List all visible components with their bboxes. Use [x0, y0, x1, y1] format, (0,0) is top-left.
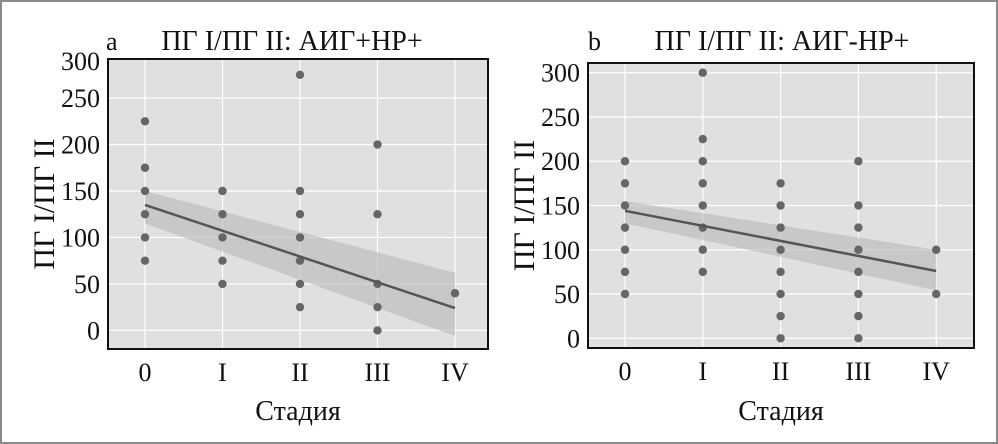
x-tick-label: III: [845, 357, 871, 386]
panel-letter: a: [106, 27, 118, 56]
data-point: [295, 70, 305, 80]
data-point: [295, 186, 305, 196]
data-point: [218, 279, 227, 289]
data-point: [373, 302, 382, 312]
data-point: [932, 289, 941, 299]
data-point: [140, 256, 150, 265]
y-tick-label: 0: [567, 324, 580, 353]
y-tick-label: 250: [541, 103, 580, 132]
chart-title: ПГ I/ПГ II: АИГ-НР+: [655, 26, 910, 57]
data-point: [140, 163, 150, 172]
data-point: [373, 210, 382, 219]
regression-line: [144, 203, 456, 310]
data-point: [140, 186, 150, 196]
data-point: [854, 223, 863, 232]
data-point: [854, 267, 863, 277]
x-tick-label: II: [291, 358, 308, 387]
plot-border: [587, 62, 975, 349]
data-point: [854, 311, 863, 321]
data-point: [698, 157, 707, 166]
data-point: [295, 302, 305, 312]
data-point: [620, 267, 630, 277]
y-tick-label: 150: [61, 177, 100, 206]
y-tick-label: 50: [74, 270, 100, 299]
y-tick-label: 200: [541, 147, 580, 176]
data-point: [140, 210, 150, 219]
data-point: [620, 201, 630, 210]
data-point: [295, 210, 305, 219]
data-point: [373, 326, 382, 335]
data-point: [776, 201, 785, 210]
data-point: [620, 157, 630, 166]
data-point: [698, 68, 707, 77]
data-point: [620, 245, 630, 254]
y-axis-label: ПГ I/ПГ II: [28, 138, 61, 269]
data-point: [698, 201, 707, 210]
y-tick-label: 100: [61, 223, 100, 252]
y-tick-label: 200: [61, 131, 100, 160]
data-point: [854, 334, 863, 343]
data-point: [140, 117, 150, 126]
chart-title: ПГ I/ПГ II: АИГ+НР+: [161, 26, 422, 57]
y-tick-label: 100: [541, 236, 580, 265]
x-tick-label: IV: [441, 358, 469, 387]
data-point: [776, 267, 785, 277]
y-tick-label: 150: [541, 192, 580, 221]
data-point: [698, 134, 707, 144]
data-point: [450, 289, 460, 298]
data-point: [295, 256, 305, 265]
data-point: [620, 179, 630, 188]
data-point: [218, 210, 227, 219]
x-tick-label: 0: [139, 358, 152, 387]
data-point: [776, 179, 785, 188]
data-point: [218, 233, 227, 242]
x-tick-label: II: [772, 357, 789, 386]
data-point: [932, 245, 941, 254]
data-point: [776, 245, 785, 254]
data-point: [620, 289, 630, 299]
data-point: [776, 223, 785, 232]
y-tick-label: 300: [61, 47, 100, 76]
x-tick-label: IV: [922, 357, 950, 386]
data-point: [698, 245, 707, 254]
x-axis-label: Стадия: [738, 396, 824, 427]
data-point: [620, 223, 630, 232]
data-point: [854, 201, 863, 210]
y-tick-label: 300: [541, 59, 580, 88]
y-tick-label: 0: [87, 316, 100, 345]
data-point: [218, 186, 227, 196]
data-point: [776, 334, 785, 343]
data-point: [854, 245, 863, 254]
data-point: [698, 179, 707, 188]
y-tick-label: 50: [554, 280, 580, 309]
y-axis-label: ПГ I/ПГ II: [508, 140, 541, 271]
data-point: [295, 279, 305, 289]
x-tick-label: 0: [619, 357, 632, 386]
x-axis-label: Стадия: [255, 396, 341, 427]
data-point: [295, 233, 305, 242]
x-tick-label: I: [218, 358, 227, 387]
x-tick-label: III: [365, 358, 391, 387]
data-point: [218, 256, 227, 265]
regression-line: [624, 209, 937, 273]
data-point: [140, 233, 150, 242]
y-tick-label: 250: [61, 84, 100, 113]
data-point: [698, 267, 707, 277]
x-tick-label: I: [698, 357, 707, 386]
data-point: [776, 311, 785, 321]
data-point: [776, 289, 785, 299]
data-point: [854, 157, 863, 166]
plot-border: [107, 58, 489, 350]
panel-letter: b: [588, 27, 601, 56]
data-point: [854, 289, 863, 299]
data-point: [373, 140, 382, 149]
